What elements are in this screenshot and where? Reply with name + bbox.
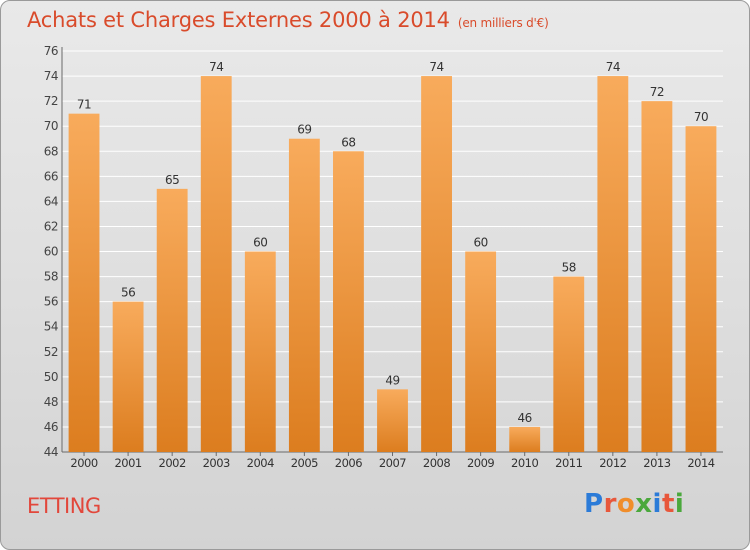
bar — [377, 389, 408, 452]
data-label: 69 — [297, 123, 311, 137]
y-tick-label: 66 — [44, 169, 58, 183]
proxiti-logo: Proxiti — [584, 489, 684, 519]
bar — [421, 76, 452, 452]
y-tick-label: 76 — [44, 44, 58, 58]
x-tick-label: 2012 — [599, 456, 626, 470]
data-label: 74 — [429, 60, 443, 74]
x-tick-label: 2008 — [423, 456, 450, 470]
chart-title-unit: (en milliers d'€) — [457, 16, 549, 30]
y-tick-label: 70 — [44, 119, 58, 133]
y-tick-label: 74 — [44, 69, 58, 83]
bar — [244, 251, 276, 452]
data-label: 56 — [121, 286, 135, 300]
y-tick-label: 54 — [44, 320, 58, 334]
commune-name: ETTING — [27, 494, 101, 518]
logo-letter: t — [661, 489, 675, 519]
y-tick-label: 46 — [44, 420, 58, 434]
y-tick-label: 64 — [44, 194, 58, 208]
x-tick-label: 2000 — [70, 456, 97, 470]
bar — [200, 76, 232, 452]
tick-labels: 44 46 48 50 52 54 56 58 60 62 64 66 68 70 72 74 76 2000 20… — [44, 44, 716, 470]
data-label: 49 — [385, 373, 399, 387]
bar — [333, 151, 364, 452]
data-labels: 71 56 65 74 60 69 68 49 74 60 46 58 74 72 70 — [77, 60, 709, 425]
data-label: 74 — [606, 60, 620, 74]
bar — [68, 113, 100, 452]
x-tick-label: 2011 — [555, 456, 582, 470]
data-label: 71 — [77, 98, 91, 112]
y-tick-label: 72 — [44, 94, 58, 108]
x-tick-label: 2001 — [114, 456, 141, 470]
bar — [288, 138, 320, 452]
data-label: 74 — [209, 60, 223, 74]
bar — [156, 188, 188, 452]
data-label: 58 — [562, 261, 576, 275]
logo-letter: P — [584, 489, 604, 519]
y-tick-label: 58 — [44, 270, 58, 284]
bar — [553, 276, 585, 452]
y-tick-label: 60 — [44, 245, 58, 259]
x-tick-label: 2005 — [291, 456, 318, 470]
x-tick-label: 2002 — [159, 456, 186, 470]
x-tick-label: 2007 — [379, 456, 406, 470]
bar — [465, 251, 497, 452]
x-tick-label: 2004 — [247, 456, 274, 470]
x-tick-label: 2006 — [335, 456, 362, 470]
logo-letter: i — [674, 489, 685, 519]
bars — [68, 76, 717, 452]
x-tick-label: 2013 — [643, 456, 670, 470]
chart-title-main: Achats et Charges Externes 2000 à 2014 — [27, 8, 450, 32]
bar — [597, 76, 629, 452]
logo-letter: o — [616, 489, 636, 519]
data-label: 65 — [165, 173, 179, 187]
y-tick-label: 52 — [44, 345, 58, 359]
x-tick-label: 2010 — [511, 456, 538, 470]
x-tick-label: 2014 — [687, 456, 714, 470]
logo-letter: x — [635, 489, 653, 519]
y-tick-label: 48 — [44, 395, 58, 409]
data-label: 60 — [253, 236, 267, 250]
bar — [641, 101, 673, 452]
y-tick-label: 62 — [44, 219, 58, 233]
y-tick-label: 68 — [44, 144, 58, 158]
y-tick-label: 56 — [44, 295, 58, 309]
chart-title: Achats et Charges Externes 2000 à 2014 (e… — [27, 8, 549, 32]
data-label: 70 — [694, 110, 708, 124]
x-tick-label: 2003 — [203, 456, 230, 470]
bar — [509, 426, 541, 452]
y-tick-label: 50 — [44, 370, 58, 384]
x-tick-label: 2009 — [467, 456, 494, 470]
logo-letter: i — [652, 489, 662, 519]
data-label: 68 — [341, 135, 355, 149]
data-label: 60 — [473, 236, 487, 250]
y-tick-label: 44 — [44, 445, 58, 459]
bar — [685, 126, 717, 452]
data-label: 46 — [518, 411, 532, 425]
bar — [112, 301, 144, 452]
data-label: 72 — [650, 85, 664, 99]
logo-letter: r — [603, 489, 617, 519]
